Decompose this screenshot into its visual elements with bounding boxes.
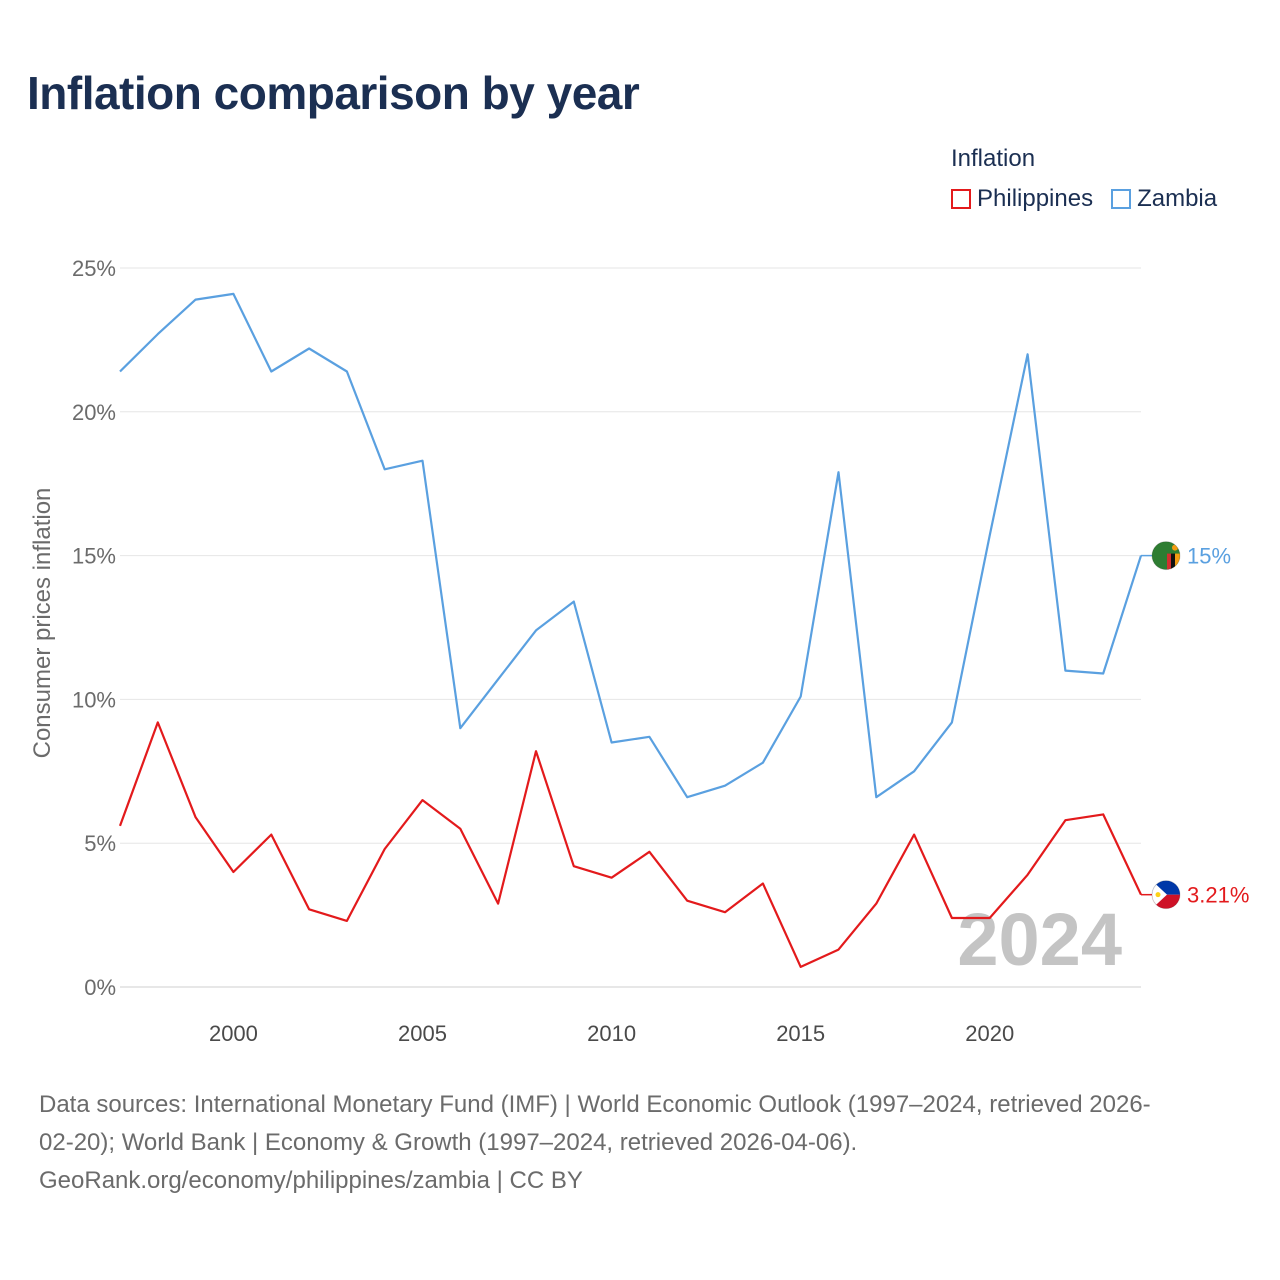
year-watermark: 2024 bbox=[957, 898, 1122, 981]
data-point-zambia[interactable] bbox=[492, 673, 504, 685]
data-point-philippines[interactable] bbox=[643, 846, 655, 858]
data-point-zambia[interactable] bbox=[681, 791, 693, 803]
data-point-zambia[interactable] bbox=[606, 737, 618, 749]
data-point-zambia[interactable] bbox=[152, 328, 164, 340]
end-label-zambia: 15% bbox=[1187, 544, 1231, 569]
line-chart: 0% 5% 10% 15% 20% 25% 2000 2005 2010 2015 2020 Co… bbox=[29, 256, 1249, 1046]
series-line-philippines[interactable] bbox=[118, 721, 1142, 969]
x-axis-ticks: 2000 2005 2010 2015 2020 bbox=[209, 1021, 1014, 1046]
data-point-zambia[interactable] bbox=[265, 366, 277, 378]
footer-attribution[interactable]: GeoRank.org/economy/philippines/zambia |… bbox=[39, 1167, 583, 1194]
legend-swatch-zambia bbox=[1111, 189, 1132, 209]
data-point-philippines[interactable] bbox=[265, 829, 277, 841]
data-point-zambia[interactable] bbox=[1059, 665, 1071, 677]
data-point-zambia[interactable] bbox=[832, 466, 844, 478]
data-point-zambia[interactable] bbox=[984, 529, 996, 541]
data-point-philippines[interactable] bbox=[870, 898, 882, 910]
data-point-philippines[interactable] bbox=[1022, 869, 1034, 881]
data-point-zambia[interactable] bbox=[190, 294, 202, 306]
data-point-philippines[interactable] bbox=[1097, 808, 1109, 820]
y-axis-ticks: 0% 5% 10% 15% 20% 25% bbox=[72, 256, 116, 1000]
data-point-zambia[interactable] bbox=[719, 780, 731, 792]
y-tick-label: 15% bbox=[72, 544, 116, 569]
x-tick-label: 2015 bbox=[776, 1021, 825, 1046]
data-point-zambia[interactable] bbox=[795, 691, 807, 703]
series-lines bbox=[114, 288, 1143, 973]
footer-sources-line1: Data sources: International Monetary Fun… bbox=[39, 1091, 1151, 1118]
data-point-philippines[interactable] bbox=[417, 794, 429, 806]
data-point-zambia[interactable] bbox=[870, 791, 882, 803]
data-point-zambia[interactable] bbox=[417, 455, 429, 467]
chart-title: Inflation comparison by year bbox=[27, 67, 640, 119]
grid-lines bbox=[120, 267, 1141, 988]
data-point-zambia[interactable] bbox=[454, 722, 466, 734]
data-point-zambia[interactable] bbox=[908, 765, 920, 777]
y-tick-label: 10% bbox=[72, 687, 116, 712]
data-point-philippines[interactable] bbox=[908, 829, 920, 841]
data-point-philippines[interactable] bbox=[832, 944, 844, 956]
y-tick-label: 25% bbox=[72, 256, 116, 281]
data-point-philippines[interactable] bbox=[379, 843, 391, 855]
data-point-zambia[interactable] bbox=[1022, 348, 1034, 360]
data-point-zambia[interactable] bbox=[946, 716, 958, 728]
x-tick-label: 2005 bbox=[398, 1021, 447, 1046]
legend-item-zambia[interactable]: Zambia bbox=[1111, 185, 1217, 213]
data-point-philippines[interactable] bbox=[227, 866, 239, 878]
x-tick-label: 2010 bbox=[587, 1021, 636, 1046]
series-line-zambia[interactable] bbox=[119, 292, 1143, 799]
legend-swatch-philippines bbox=[951, 189, 971, 209]
data-point-zambia[interactable] bbox=[1097, 668, 1109, 680]
x-tick-label: 2000 bbox=[209, 1021, 258, 1046]
data-point-philippines[interactable] bbox=[303, 903, 315, 915]
data-point-philippines[interactable] bbox=[190, 811, 202, 823]
end-label-philippines: 3.21% bbox=[1187, 883, 1249, 908]
data-point-philippines[interactable] bbox=[795, 961, 807, 973]
data-point-zambia[interactable] bbox=[341, 366, 353, 378]
data-point-philippines[interactable] bbox=[454, 823, 466, 835]
data-point-philippines[interactable] bbox=[1059, 814, 1071, 826]
y-tick-label: 20% bbox=[72, 400, 116, 425]
y-axis-label: Consumer prices inflation bbox=[29, 488, 56, 759]
data-point-philippines[interactable] bbox=[152, 716, 164, 728]
data-point-zambia[interactable] bbox=[303, 343, 315, 355]
data-point-zambia[interactable] bbox=[530, 624, 542, 636]
flag-icon-philippines bbox=[1151, 880, 1181, 910]
data-point-zambia[interactable] bbox=[379, 463, 391, 475]
end-markers: 15% 3.21% bbox=[1141, 541, 1249, 910]
data-point-zambia[interactable] bbox=[568, 596, 580, 608]
legend-title: Inflation bbox=[951, 145, 1036, 172]
data-point-philippines[interactable] bbox=[681, 895, 693, 907]
legend-label-zambia: Zambia bbox=[1137, 185, 1218, 212]
data-point-philippines[interactable] bbox=[492, 898, 504, 910]
data-point-philippines[interactable] bbox=[757, 877, 769, 889]
data-point-zambia[interactable] bbox=[114, 366, 126, 378]
data-point-zambia[interactable] bbox=[757, 757, 769, 769]
data-point-philippines[interactable] bbox=[984, 912, 996, 924]
y-tick-label: 5% bbox=[84, 831, 116, 856]
y-tick-label: 0% bbox=[84, 975, 116, 1000]
legend: Philippines Zambia bbox=[951, 185, 1217, 213]
data-point-zambia[interactable] bbox=[227, 288, 239, 300]
flag-icon-zambia bbox=[1151, 541, 1181, 571]
footer: Data sources: International Monetary Fun… bbox=[39, 1086, 1249, 1200]
legend-label-philippines: Philippines bbox=[977, 185, 1094, 212]
data-point-philippines[interactable] bbox=[719, 906, 731, 918]
legend-item-philippines[interactable]: Philippines bbox=[951, 185, 1093, 213]
data-point-philippines[interactable] bbox=[568, 860, 580, 872]
data-point-philippines[interactable] bbox=[114, 820, 126, 832]
data-point-philippines[interactable] bbox=[530, 745, 542, 757]
data-point-philippines[interactable] bbox=[341, 915, 353, 927]
x-tick-label: 2020 bbox=[965, 1021, 1014, 1046]
data-point-philippines[interactable] bbox=[606, 872, 618, 884]
footer-sources-line2: 02-20); World Bank | Economy & Growth (1… bbox=[39, 1129, 858, 1156]
data-point-philippines[interactable] bbox=[946, 912, 958, 924]
data-point-zambia[interactable] bbox=[643, 731, 655, 743]
